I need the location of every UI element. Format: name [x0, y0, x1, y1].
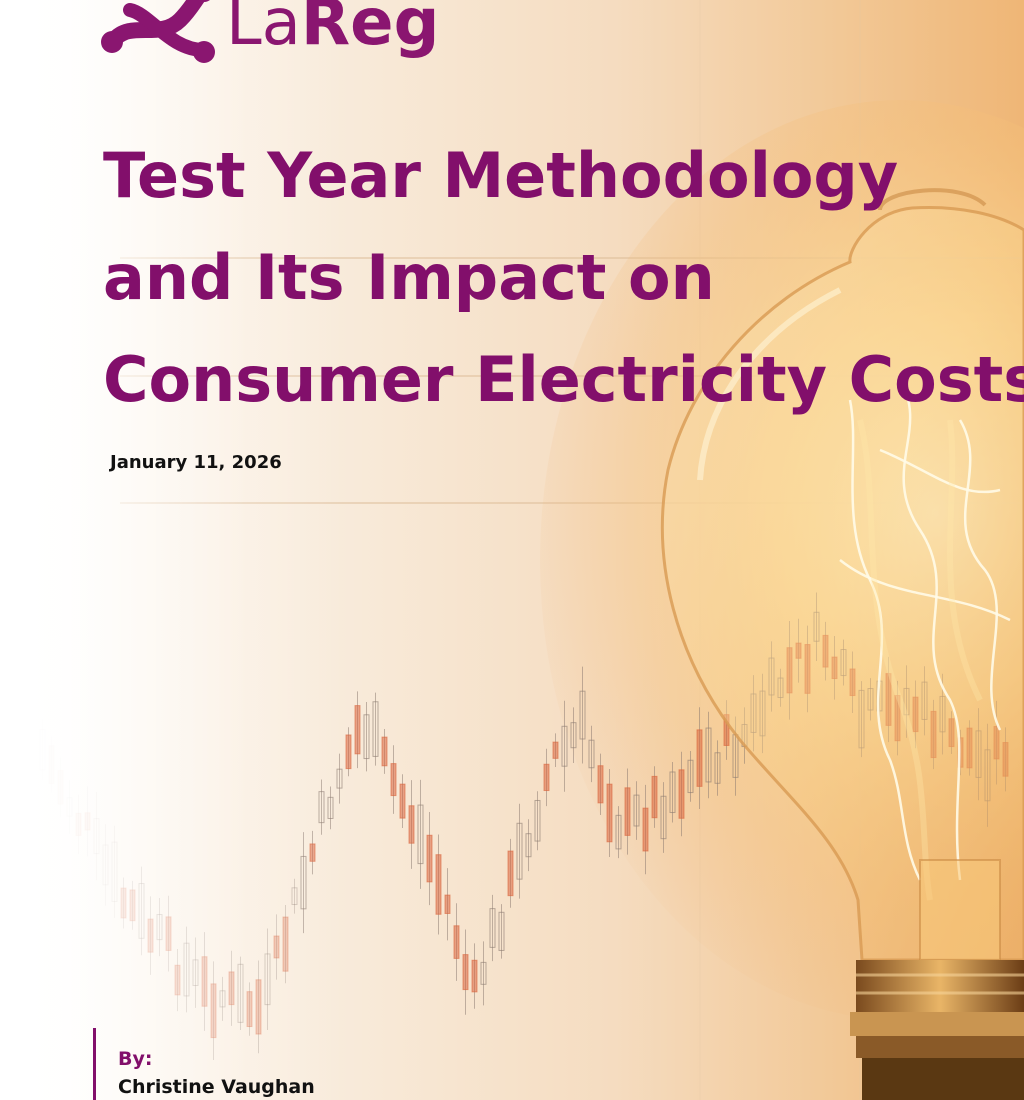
candle-body — [390, 763, 397, 797]
author-name: Christine Vaughan — [118, 1076, 315, 1098]
candle-body — [543, 763, 550, 792]
candle-body — [273, 935, 280, 959]
candle-body — [309, 843, 316, 862]
title-line-2: and Its Impact on — [103, 241, 715, 314]
title-line-1: Test Year Methodology — [103, 139, 899, 212]
candle-body — [624, 787, 631, 836]
candle-body — [201, 956, 208, 1007]
candle-body — [642, 807, 649, 852]
candle-body — [354, 705, 361, 755]
candle-body — [426, 834, 433, 883]
candle-body — [75, 812, 82, 836]
candle-body — [48, 745, 55, 784]
byline-label: By: — [118, 1048, 153, 1070]
brand-name-light: La — [226, 0, 301, 60]
candle-body — [381, 736, 388, 767]
candle-body — [228, 971, 235, 1006]
candle-body — [408, 805, 415, 844]
candle-body — [147, 918, 154, 953]
candle-body — [471, 959, 478, 993]
brand-wordmark: LaReg — [226, 0, 439, 55]
network-nodes-icon — [101, 0, 215, 63]
candle-body — [246, 991, 253, 1028]
candle-body — [345, 734, 352, 770]
candle-body — [129, 889, 136, 922]
candle-body — [255, 979, 262, 1035]
candle-body — [597, 765, 604, 804]
byline: By: Christine Vaughan — [93, 1028, 315, 1100]
candle-body — [678, 769, 685, 819]
title-line-3: Consumer Electricity Costs — [103, 343, 1024, 416]
report-title: Test Year Methodology and Its Impact on … — [103, 125, 1024, 431]
candle-body — [462, 954, 469, 991]
candle-body — [444, 894, 451, 914]
candle-body — [552, 741, 559, 759]
candle-body — [57, 770, 64, 805]
candle-body — [696, 729, 703, 787]
candle-body — [507, 850, 514, 897]
candle-body — [120, 887, 127, 919]
brand-name-bold: Reg — [300, 0, 440, 60]
brand-logo: LaReg — [100, 0, 439, 68]
candle-body — [84, 812, 91, 831]
candle-body — [165, 916, 172, 951]
candle-body — [651, 775, 658, 819]
candle-body — [174, 964, 181, 996]
candle-body — [282, 916, 289, 972]
candle-body — [435, 854, 442, 915]
candle-body — [606, 783, 613, 843]
publication-date: January 11, 2026 — [110, 452, 282, 473]
candle-body — [453, 925, 460, 959]
candle-body — [399, 783, 406, 819]
